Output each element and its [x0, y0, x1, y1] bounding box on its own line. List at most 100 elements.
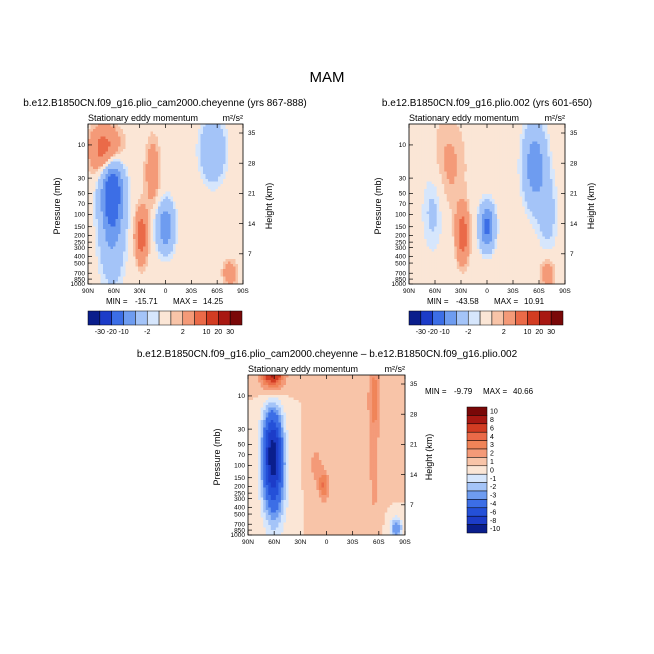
- contour-cell: [180, 211, 184, 215]
- contour-cell: [235, 194, 239, 197]
- contour-cell: [143, 234, 146, 237]
- contour-cell: [118, 124, 121, 127]
- contour-cell: [100, 281, 104, 285]
- contour-cell: [95, 251, 99, 255]
- contour-cell: [103, 224, 106, 227]
- contour-cell: [193, 224, 196, 227]
- contour-cell: [93, 211, 96, 215]
- contour-cell: [444, 159, 448, 162]
- contour-cell: [123, 231, 126, 235]
- contour-cell: [494, 159, 498, 162]
- contour-cell: [414, 154, 417, 157]
- contour-cell: [446, 156, 450, 160]
- contour-cell: [431, 131, 435, 135]
- contour-cell: [113, 184, 116, 187]
- contour-cell: [178, 271, 181, 275]
- contour-cell: [93, 271, 96, 275]
- contour-cell: [143, 191, 146, 195]
- contour-cell: [163, 239, 166, 242]
- contour-cell: [218, 136, 221, 140]
- contour-cell: [168, 154, 171, 157]
- contour-cell: [145, 209, 149, 212]
- contour-cell: [95, 204, 99, 207]
- contour-cell: [120, 254, 124, 257]
- contour-cell: [95, 166, 99, 170]
- colorbar-label: 20: [214, 329, 222, 336]
- contour-cell: [128, 171, 131, 175]
- contour-cell: [481, 139, 485, 142]
- contour-cell: [103, 229, 106, 232]
- contour-cell: [537, 146, 541, 150]
- contour-cell: [240, 184, 244, 187]
- contour-cell: [120, 264, 124, 267]
- contour-cell: [233, 174, 236, 177]
- contour-cell: [492, 159, 495, 162]
- contour-cell: [215, 194, 219, 197]
- contour-cell: [223, 176, 226, 180]
- contour-cell: [446, 146, 450, 150]
- contour-cell: [145, 189, 149, 192]
- contour-cell: [158, 221, 161, 225]
- contour-cell: [95, 239, 99, 242]
- contour-cell: [135, 166, 139, 170]
- contour-cell: [175, 204, 179, 207]
- contour-cell: [160, 159, 164, 162]
- contour-cell: [190, 139, 194, 142]
- contour-cell: [504, 144, 508, 147]
- contour-cell: [128, 219, 131, 222]
- contour-cell: [133, 274, 136, 277]
- contour-cell: [188, 196, 191, 200]
- contour-cell: [158, 209, 161, 212]
- contour-cell: [238, 191, 241, 195]
- contour-cell: [125, 194, 129, 197]
- contour-cell: [220, 221, 224, 225]
- contour-cell: [499, 159, 503, 162]
- contour-cell: [449, 136, 453, 140]
- contour-cell: [110, 219, 114, 222]
- contour-cell: [153, 151, 156, 155]
- contour-cell: [150, 216, 154, 220]
- contour-cell: [235, 241, 239, 245]
- contour-cell: [160, 161, 164, 165]
- contour-cell: [434, 146, 437, 150]
- contour-cell: [208, 216, 211, 220]
- contour-cell: [198, 259, 201, 262]
- contour-cell: [123, 201, 126, 205]
- contour-cell: [180, 216, 184, 220]
- contour-cell: [130, 214, 134, 217]
- contour-cell: [175, 164, 179, 167]
- contour-cell: [93, 254, 96, 257]
- contour-cell: [98, 211, 101, 215]
- contour-cell: [240, 206, 244, 210]
- contour-cell: [190, 274, 194, 277]
- contour-cell: [502, 141, 505, 145]
- contour-cell: [108, 256, 111, 260]
- contour-cell: [125, 251, 129, 255]
- contour-cell: [90, 211, 94, 215]
- contour-cell: [466, 124, 470, 127]
- contour-cell: [235, 279, 239, 282]
- contour-cell: [534, 134, 538, 137]
- contour-cell: [185, 136, 189, 140]
- contour-cell: [522, 131, 526, 135]
- contour-cell: [160, 181, 164, 185]
- contour-cell: [130, 216, 134, 220]
- contour-cell: [210, 204, 214, 207]
- contour-cell: [133, 266, 136, 270]
- contour-cell: [143, 204, 146, 207]
- contour-cell: [133, 126, 136, 130]
- contour-cell: [113, 151, 116, 155]
- contour-cell: [459, 156, 463, 160]
- contour-cell: [120, 271, 124, 275]
- contour-cell: [163, 266, 166, 270]
- contour-cell: [165, 164, 169, 167]
- contour-cell: [190, 179, 194, 182]
- contour-cell: [120, 236, 124, 240]
- contour-cell: [105, 246, 109, 250]
- contour-cell: [88, 281, 91, 285]
- contour-cell: [108, 169, 111, 172]
- contour-cell: [230, 124, 234, 127]
- contour-cell: [195, 231, 199, 235]
- contour-cell: [93, 189, 96, 192]
- contour-cell: [175, 189, 179, 192]
